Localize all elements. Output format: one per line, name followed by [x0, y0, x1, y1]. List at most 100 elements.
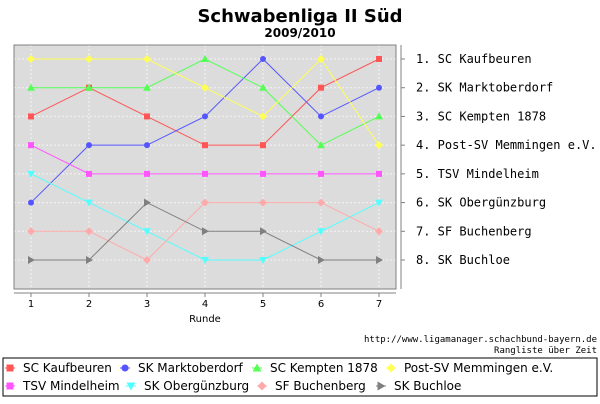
legend-item: SC Kempten 1878 — [252, 361, 378, 375]
legend-label: Post-SV Memmingen e.V. — [404, 361, 553, 375]
data-point — [28, 256, 35, 264]
series — [27, 170, 383, 264]
data-point — [318, 256, 325, 264]
data-point — [260, 142, 266, 149]
data-point — [202, 113, 208, 120]
legend-label: SF Buchenberg — [275, 379, 366, 393]
legend-item: SK Marktoberdorf — [120, 361, 244, 375]
legend-box — [2, 357, 598, 397]
data-point — [259, 112, 267, 121]
data-point — [317, 55, 325, 63]
rank-label: 8. SK Buchloe — [416, 253, 510, 267]
legend-marker — [126, 382, 136, 391]
data-point — [144, 198, 151, 207]
legend-label: SK Buchloe — [394, 379, 461, 393]
rank-label: 4. Post-SV Memmingen e.V. — [416, 138, 597, 152]
data-point — [201, 83, 209, 92]
series — [27, 198, 383, 264]
data-point — [259, 83, 267, 91]
data-point — [202, 227, 209, 236]
legend-marker — [121, 364, 129, 372]
data-point — [376, 256, 383, 264]
rank-label: 5. TSV Mindelheim — [416, 167, 539, 181]
data-point — [260, 56, 266, 62]
data-point — [144, 142, 150, 149]
series — [27, 55, 383, 150]
chart-caption: Rangliste über Zeit — [494, 346, 597, 356]
legend-marker — [6, 382, 14, 390]
data-point — [202, 142, 208, 149]
plot-border — [13, 44, 397, 290]
rank-label: 3. SC Kempten 1878 — [416, 109, 546, 123]
legend-marker — [386, 363, 396, 373]
data-point — [144, 113, 150, 120]
chart-title: Schwabenliga II Süd — [197, 6, 402, 27]
legend-item: TSV Mindelheim — [5, 379, 120, 393]
rank-label: 1. SC Kaufbeuren — [416, 52, 532, 66]
data-point — [318, 170, 324, 177]
data-point — [27, 55, 35, 63]
legend-label: SK Marktoberdorf — [138, 361, 244, 375]
data-point — [260, 170, 266, 177]
source-url: http://www.ligamanager.schachbund-bayern… — [364, 335, 597, 345]
x-tick-label: 1 — [28, 299, 34, 310]
x-tick-label: 3 — [144, 299, 150, 310]
rank-label: 2. SK Marktoberdorf — [416, 81, 553, 95]
x-tick-label: 5 — [260, 299, 266, 310]
data-point — [260, 227, 267, 236]
x-tick-label: 2 — [86, 299, 92, 310]
data-point — [201, 198, 209, 207]
data-point — [375, 112, 383, 120]
data-point — [317, 141, 325, 149]
data-point — [318, 84, 324, 91]
data-point — [259, 198, 267, 207]
data-point — [259, 257, 267, 264]
data-point — [143, 55, 151, 63]
data-point — [27, 227, 35, 236]
legend-item: SK Obergünzburg — [126, 379, 249, 393]
data-point — [143, 83, 151, 91]
legend: SC Kaufbeuren SK Marktoberdorf SC Kempten … — [5, 361, 553, 393]
data-point — [85, 227, 93, 236]
series — [28, 56, 382, 206]
series — [28, 198, 383, 264]
legend-marker — [257, 381, 267, 391]
data-point — [85, 55, 93, 63]
data-point — [86, 142, 92, 149]
x-tick-label: 4 — [202, 299, 208, 310]
data-point — [143, 256, 151, 264]
data-point — [27, 170, 35, 178]
legend-marker — [6, 364, 14, 372]
legend-item: Post-SV Memmingen e.V. — [386, 361, 553, 375]
data-point — [375, 227, 383, 236]
x-tick-label: 6 — [318, 299, 324, 310]
legend-label: SK Obergünzburg — [144, 379, 249, 393]
axes: 1 2 3 4 5 6 7 — [13, 44, 402, 310]
data-point — [376, 56, 382, 62]
x-axis-label: Runde — [189, 314, 221, 325]
data-point — [317, 198, 325, 207]
legend-label: SC Kaufbeuren — [23, 361, 112, 375]
data-point — [143, 228, 151, 236]
rank-labels: 1. SC Kaufbeuren 2. SK Marktoberdorf 3. SC… — [401, 52, 597, 267]
data-point — [376, 84, 382, 91]
series — [27, 55, 383, 149]
data-point — [144, 170, 150, 177]
legend-item: SK Buchloe — [376, 379, 461, 393]
legend-marker — [377, 381, 386, 391]
data-point — [28, 142, 34, 149]
x-tick-label: 7 — [376, 299, 382, 310]
rank-label: 7. SF Buchenberg — [416, 224, 532, 238]
data-point — [85, 199, 93, 207]
data-point — [317, 228, 325, 236]
data-point — [28, 199, 34, 206]
data-point — [86, 256, 93, 264]
data-point — [85, 83, 93, 91]
legend-label: SC Kempten 1878 — [270, 361, 378, 375]
data-point — [375, 199, 383, 207]
series — [28, 142, 382, 177]
data-point — [318, 113, 324, 120]
data-point — [27, 83, 35, 91]
